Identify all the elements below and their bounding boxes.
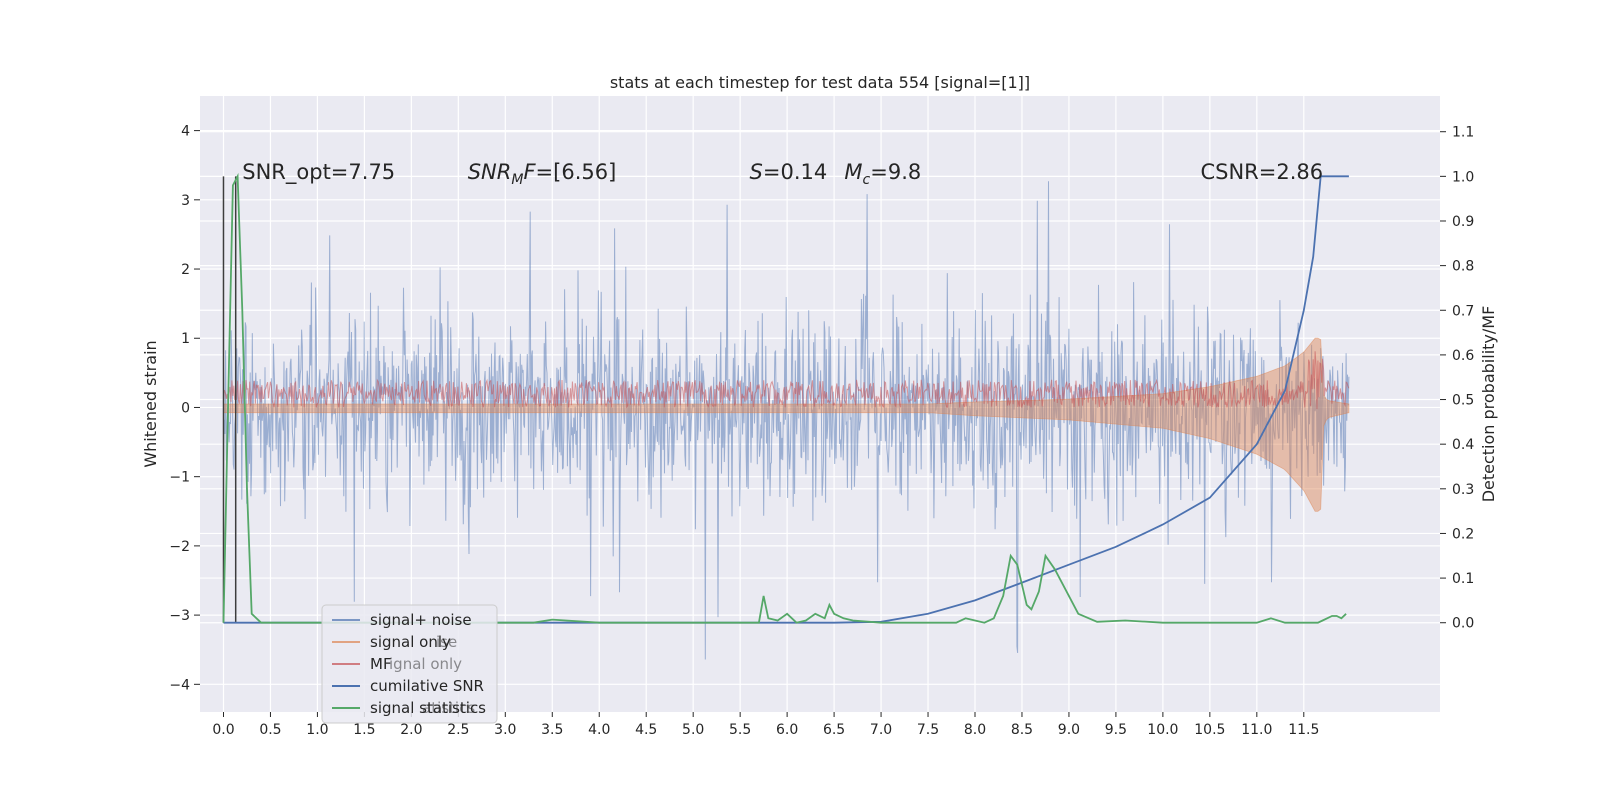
x-tick-label: 8.0 [964, 722, 986, 738]
x-tick-label: 11.0 [1241, 722, 1272, 738]
x-tick-label: 5.5 [729, 722, 751, 738]
x-tick-label: 6.5 [823, 722, 845, 738]
x-tick-label: 11.5 [1288, 722, 1319, 738]
legend-ghost-text: atistics [422, 699, 475, 717]
y-right-tick-label: 0.4 [1452, 437, 1474, 453]
annotation-s-mc: S=0.14 Mc=9.8 [750, 160, 922, 188]
y-left-tick-label: 0 [181, 400, 190, 416]
y-left-tick-label: −3 [169, 608, 190, 624]
x-tick-label: 7.5 [917, 722, 939, 738]
series-signal-noise [223, 181, 1350, 660]
y-right-tick-label: 0.9 [1452, 214, 1474, 230]
legend-entry: cumilative SNR [370, 677, 484, 695]
x-tick-label: 8.5 [1011, 722, 1033, 738]
legend-entry: signal+ noise [370, 611, 472, 629]
y-right-tick-label: 0.0 [1452, 616, 1474, 632]
y-right-tick-label: 0.1 [1452, 571, 1474, 587]
chart-title: stats at each timestep for test data 554… [610, 73, 1030, 92]
x-tick-label: 7.0 [870, 722, 892, 738]
y-axis-left-ticks: 4 3 2 1 0 −1 −2 −3 −4 [169, 124, 200, 693]
y-right-tick-label: 0.8 [1452, 259, 1474, 275]
legend-entry: MF [370, 655, 392, 673]
y-left-tick-label: 1 [181, 331, 190, 347]
legend: ise ignal only atistics signal+ noise signal… [321, 604, 498, 724]
x-tick-label: 10.5 [1194, 722, 1225, 738]
y-left-tick-label: 2 [181, 262, 190, 278]
x-tick-label: 10.0 [1147, 722, 1178, 738]
x-tick-label: 0.5 [259, 722, 281, 738]
x-tick-label: 3.5 [541, 722, 563, 738]
series-signal-only [223, 337, 1350, 512]
x-axis-ticks: 0.0 0.5 1.0 1.5 2.0 2.5 3.0 3.5 4.0 4.5 5.0 5.5 6.0 6… [212, 712, 1319, 738]
series-mf [223, 351, 1350, 410]
y-axis-right-ticks: 1.1 1.0 0.9 0.8 0.7 0.6 0.5 0.4 0.3 0.2 0.1 0.0 [1440, 125, 1474, 632]
annotation-snr-mf: SNRMF=[6.56] [468, 160, 617, 188]
y-right-tick-label: 1.1 [1452, 125, 1474, 141]
y-right-tick-label: 0.3 [1452, 482, 1474, 498]
annotation-snr-opt: SNR_opt=7.75 [242, 160, 395, 185]
x-tick-label: 3.0 [494, 722, 516, 738]
x-tick-label: 9.0 [1058, 722, 1080, 738]
y-left-tick-label: −1 [169, 470, 190, 486]
x-tick-label: 4.5 [635, 722, 657, 738]
y-right-tick-label: 0.6 [1452, 348, 1474, 364]
annotations: SNR_opt=7.75 SNRMF=[6.56] S=0.14 Mc=9.8 CSN… [242, 160, 1323, 188]
y-right-tick-label: 0.2 [1452, 526, 1474, 542]
x-tick-label: 0.0 [212, 722, 234, 738]
y-axis-left-label: Whitened strain [141, 340, 160, 467]
legend-ghost-text: ignal only [389, 655, 462, 673]
y-right-tick-label: 0.7 [1452, 303, 1474, 319]
x-tick-label: 2.0 [400, 722, 422, 738]
x-tick-label: 5.0 [682, 722, 704, 738]
x-tick-label: 1.0 [306, 722, 328, 738]
legend-entry: signal statistics [370, 699, 486, 717]
x-tick-label: 4.0 [588, 722, 610, 738]
y-axis-right-label: Detection probability/MF [1479, 306, 1498, 503]
legend-box [321, 604, 498, 724]
y-right-tick-label: 1.0 [1452, 169, 1474, 185]
y-left-tick-label: −2 [169, 539, 190, 555]
legend-entry: signal only [370, 633, 451, 651]
y-left-tick-label: −4 [169, 677, 190, 693]
annotation-csnr: CSNR=2.86 [1200, 160, 1323, 184]
legend-ghost-text: ise [436, 633, 457, 651]
x-tick-label: 1.5 [353, 722, 375, 738]
y-right-tick-label: 0.5 [1452, 393, 1474, 409]
x-tick-label: 6.0 [776, 722, 798, 738]
y-left-tick-label: 3 [181, 193, 190, 209]
x-tick-label: 9.5 [1105, 722, 1127, 738]
y-left-tick-label: 4 [181, 124, 190, 140]
x-tick-label: 2.5 [447, 722, 469, 738]
